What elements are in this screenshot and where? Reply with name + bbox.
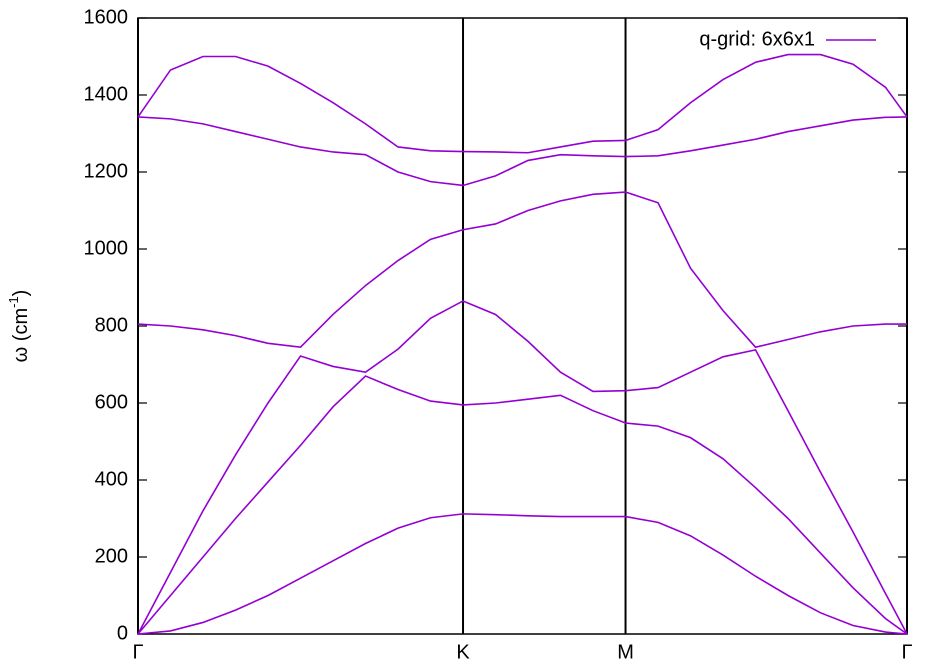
y-tick-label: 600 [95,391,128,413]
x-tick-label: K [456,641,470,663]
y-tick-label: 1600 [84,6,129,28]
y-tick-label: 0 [117,622,128,644]
plot-frame [137,17,908,635]
x-tick-label: M [617,641,634,663]
y-tick-label: 400 [95,468,128,490]
y-label-main: ω (cm [10,308,32,363]
band-line [137,375,908,635]
band-line [137,513,908,635]
band-line [137,116,908,187]
x-tick-label: Γ [132,641,143,663]
band-line [137,53,908,154]
y-tick-label: 1400 [84,83,129,105]
y-axis-label: ω (cm-1) [6,290,32,363]
y-tick-label: 1000 [84,237,129,259]
legend-label: q-grid: 6x6x1 [699,28,815,50]
y-tick-label: 800 [95,314,128,336]
y-label-sup: -1 [6,296,21,308]
y-tick-label: 200 [95,545,128,567]
band-line [137,300,908,635]
band-line [137,191,907,349]
y-tick-label: 1200 [84,160,129,182]
y-label-end: ) [10,290,32,297]
x-tick-label: Γ [901,641,912,663]
